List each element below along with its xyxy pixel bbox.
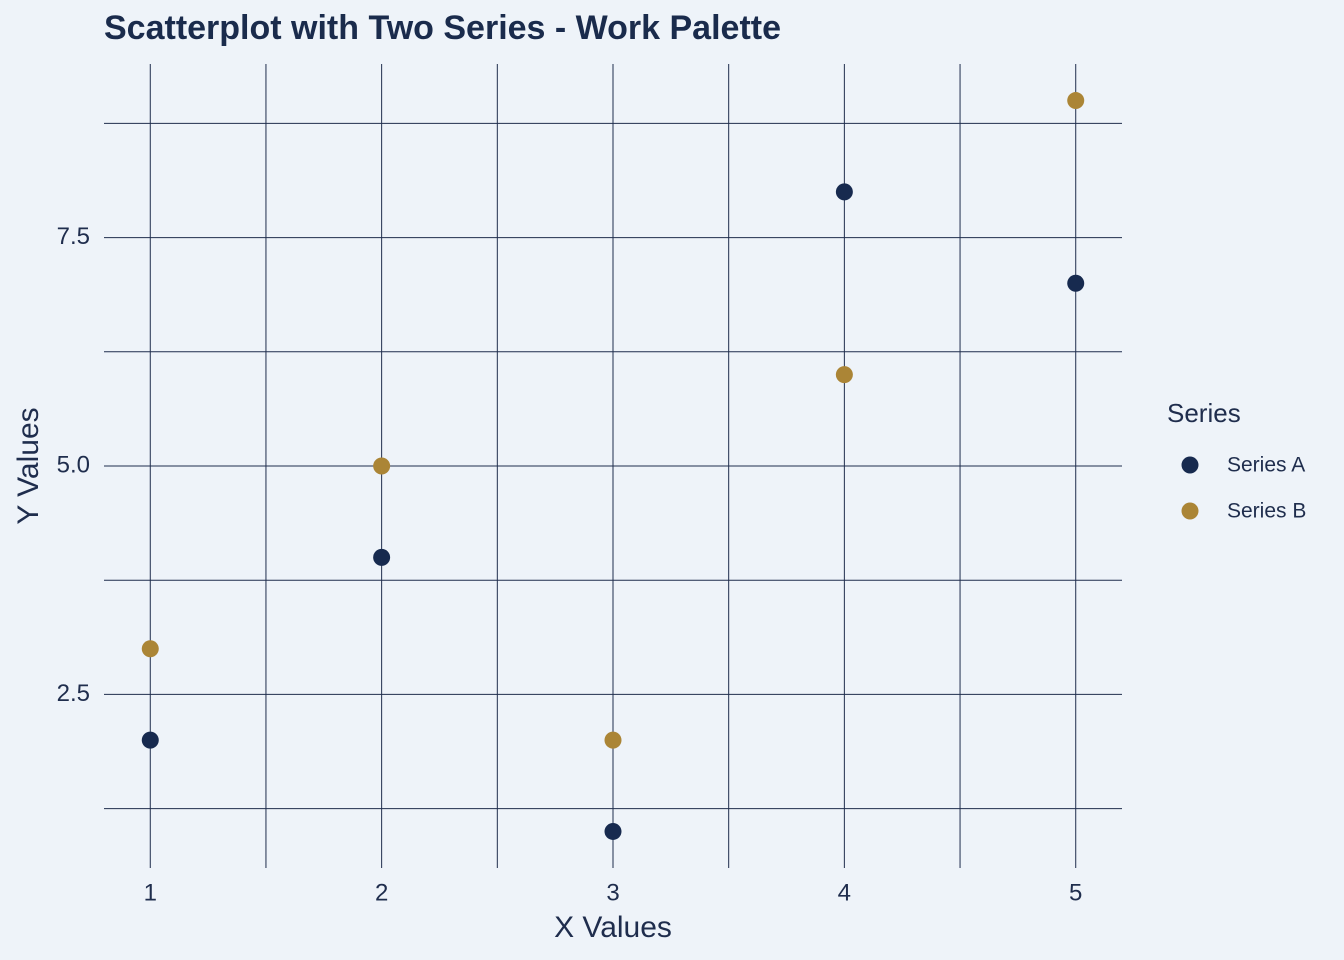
point — [604, 731, 622, 749]
x-tick-label: 4 — [838, 879, 851, 906]
point — [1067, 92, 1085, 110]
legend-marker — [1181, 502, 1199, 520]
point — [373, 548, 391, 566]
x-axis-label: X Values — [554, 911, 672, 944]
legend-label: Series A — [1227, 454, 1305, 477]
point — [1067, 274, 1085, 292]
chart-title: Scatterplot with Two Series - Work Palet… — [104, 9, 781, 47]
legend-title: Series — [1167, 398, 1241, 428]
point — [604, 822, 622, 840]
x-tick-label: 3 — [606, 879, 619, 906]
x-tick-label: 5 — [1069, 879, 1082, 906]
point — [373, 457, 391, 475]
point — [835, 366, 853, 384]
legend-label: Series B — [1227, 500, 1306, 523]
y-tick-label: 2.5 — [57, 680, 90, 707]
point — [141, 640, 159, 658]
y-tick-label: 5.0 — [57, 451, 90, 478]
legend-marker — [1181, 456, 1199, 474]
y-tick-label: 7.5 — [57, 223, 90, 250]
point — [141, 731, 159, 749]
y-axis-label: Y Values — [12, 407, 45, 524]
x-tick-label: 2 — [375, 879, 388, 906]
point — [835, 183, 853, 201]
x-tick-label: 1 — [144, 879, 157, 906]
